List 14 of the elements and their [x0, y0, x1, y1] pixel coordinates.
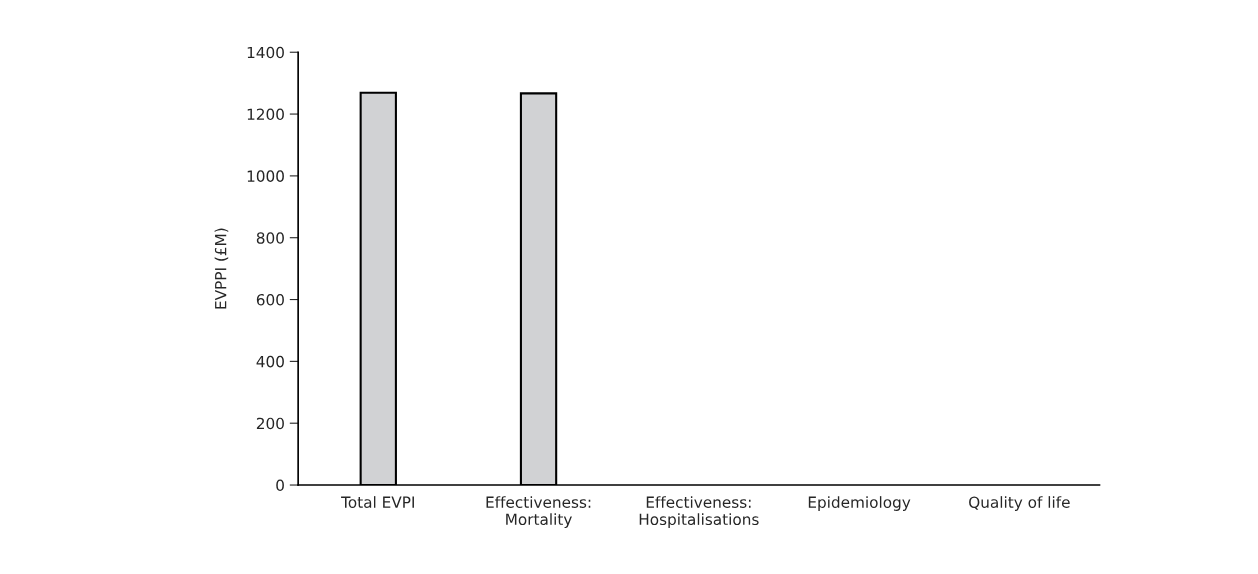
x-tick-label: Epidemiology: [808, 496, 911, 511]
y-tick-label: 0: [276, 479, 284, 492]
y-tick-label: 1400: [247, 46, 284, 59]
y-tick-label: 600: [256, 294, 284, 306]
x-tick-label: Effectiveness: Hospitalisations: [639, 496, 759, 529]
y-tick-label: 200: [256, 417, 284, 430]
y-axis-title: EVPPI (£M): [214, 228, 229, 309]
y-tick-label: 400: [256, 355, 284, 368]
x-tick-label: Effectiveness: Mortality: [486, 496, 591, 529]
x-tick-label: Total EVPI: [341, 496, 414, 508]
y-tick-label: 1000: [247, 170, 284, 182]
y-tick-label: 800: [256, 232, 284, 244]
x-tick-label: Quality of life: [969, 496, 1070, 511]
y-tick-label: 1200: [247, 108, 284, 121]
